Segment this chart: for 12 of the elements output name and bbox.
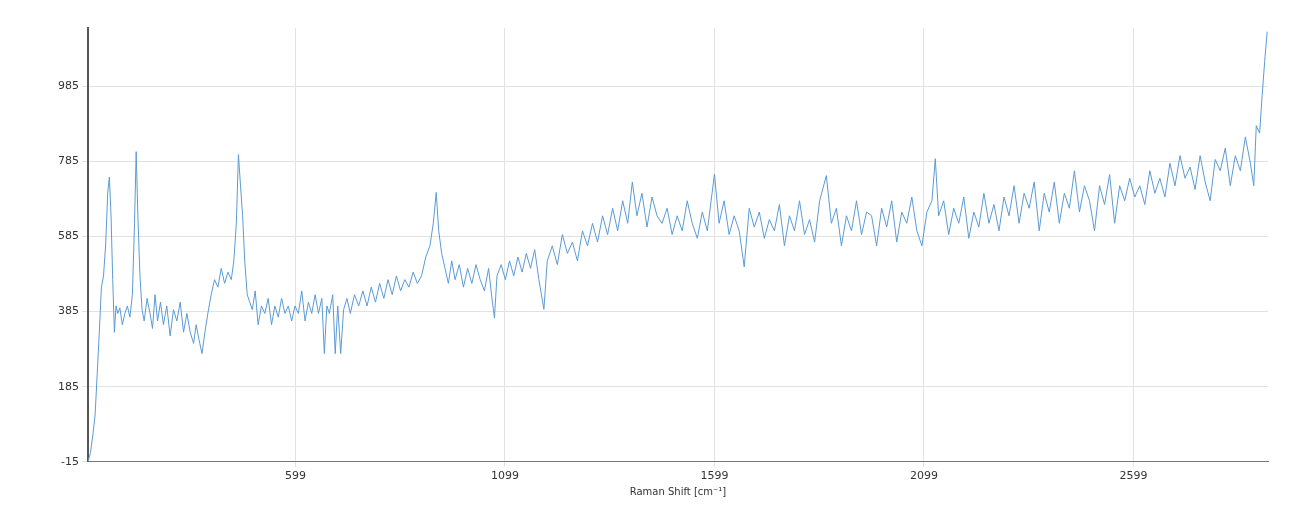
x-tick-label: 2599 — [1119, 469, 1148, 483]
y-tick-label: 385 — [58, 304, 79, 318]
x-tick-label: 1599 — [700, 469, 729, 483]
y-tick-label: 185 — [58, 379, 79, 393]
x-tick-label: 2099 — [909, 469, 938, 483]
x-tick-label: 1099 — [490, 469, 519, 483]
y-tick-label: -15 — [61, 454, 79, 468]
y-tick-label: 785 — [58, 154, 79, 168]
y-tick-label: 585 — [58, 229, 79, 243]
y-tick-label: 985 — [58, 79, 79, 93]
x-axis-title: Raman Shift [cm⁻¹] — [629, 485, 727, 497]
x-tick-label: 599 — [284, 469, 306, 483]
